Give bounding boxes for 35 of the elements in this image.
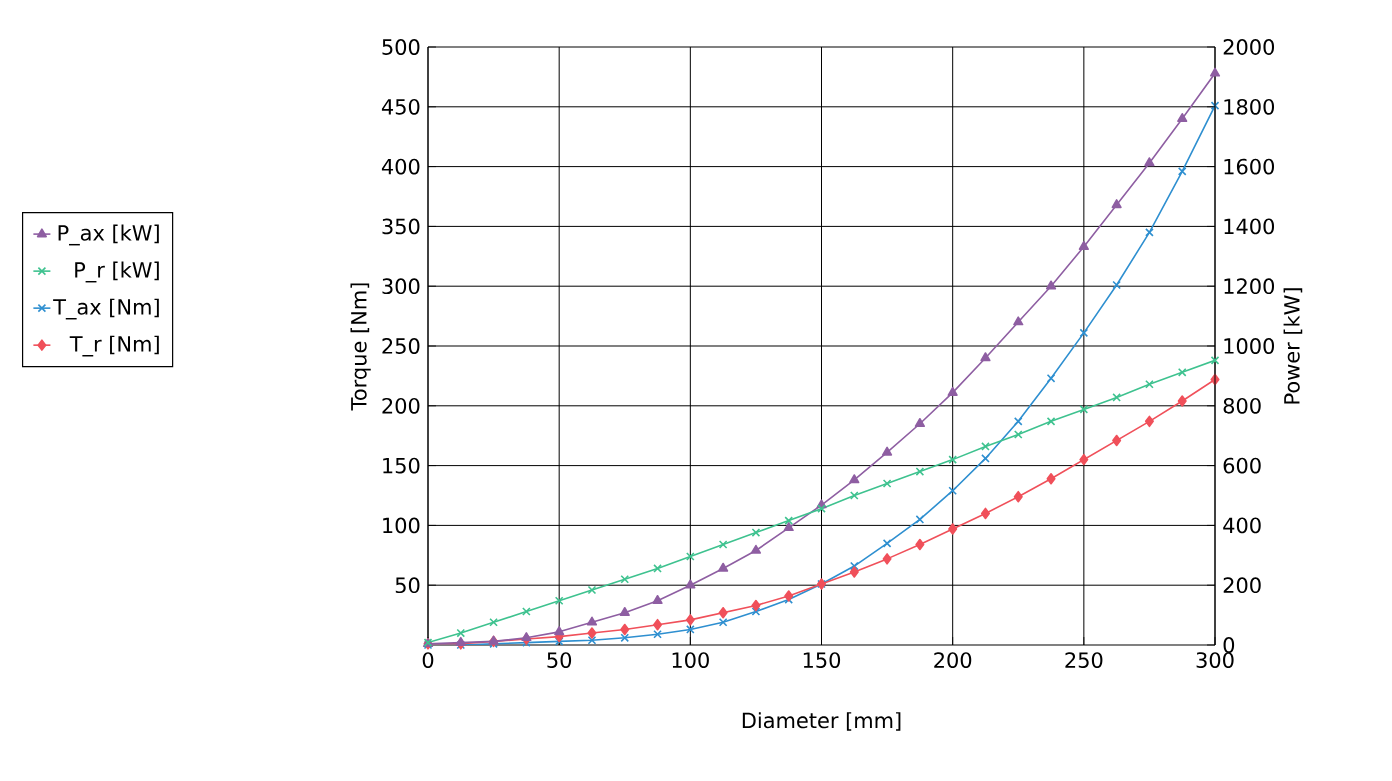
y-tick-label: 450 (381, 98, 420, 115)
y-tick-label: 150 (383, 457, 420, 474)
x-tick-label: 200 (934, 652, 972, 668)
legend-label: T_ax [Nm] (53, 298, 159, 320)
y-tick-label: 400 (381, 158, 420, 175)
x-tick-label: 250 (1065, 652, 1103, 668)
x-tick-label: 0 (422, 652, 434, 668)
legend-label: P_r [kW] (75, 261, 159, 283)
legend-label: T_r [Nm] (69, 335, 159, 357)
x-tick-label: 50 (547, 652, 572, 668)
x-tick-label: 100 (672, 652, 709, 668)
y2-tick-label: 2000 (1223, 39, 1275, 55)
legend-label: P_ax [kW] (58, 224, 159, 246)
x-tick-label: 150 (803, 652, 841, 668)
y-tick-label: 350 (382, 218, 420, 235)
y-tick-label: 200 (382, 397, 420, 414)
y2-tick-label: 200 (1223, 577, 1261, 594)
y2-tick-label: 1400 (1224, 218, 1275, 235)
y2-tick-label: 1800 (1224, 98, 1275, 115)
y-tick-label: 50 (395, 577, 420, 594)
y2-tick-label: 600 (1223, 457, 1261, 474)
y2-tick-label: 1200 (1224, 278, 1275, 295)
x-axis-title: Diameter [mm] (742, 712, 901, 731)
y2-axis-title: Power [kW] (1283, 288, 1303, 404)
y-tick-label: 250 (382, 338, 420, 354)
y-tick-label: 300 (382, 278, 420, 295)
y2-tick-label: 1600 (1224, 158, 1275, 175)
y2-tick-label: 0 (1223, 637, 1235, 653)
x-tick-label: 300 (1196, 652, 1234, 668)
y-tick-label: 500 (382, 39, 420, 55)
y2-tick-label: 400 (1223, 517, 1261, 534)
y-tick-label: 100 (383, 517, 420, 534)
y2-tick-label: 1000 (1224, 338, 1275, 354)
y-axis-title: Torque [Nm] (350, 283, 371, 411)
y2-tick-label: 800 (1223, 397, 1261, 414)
